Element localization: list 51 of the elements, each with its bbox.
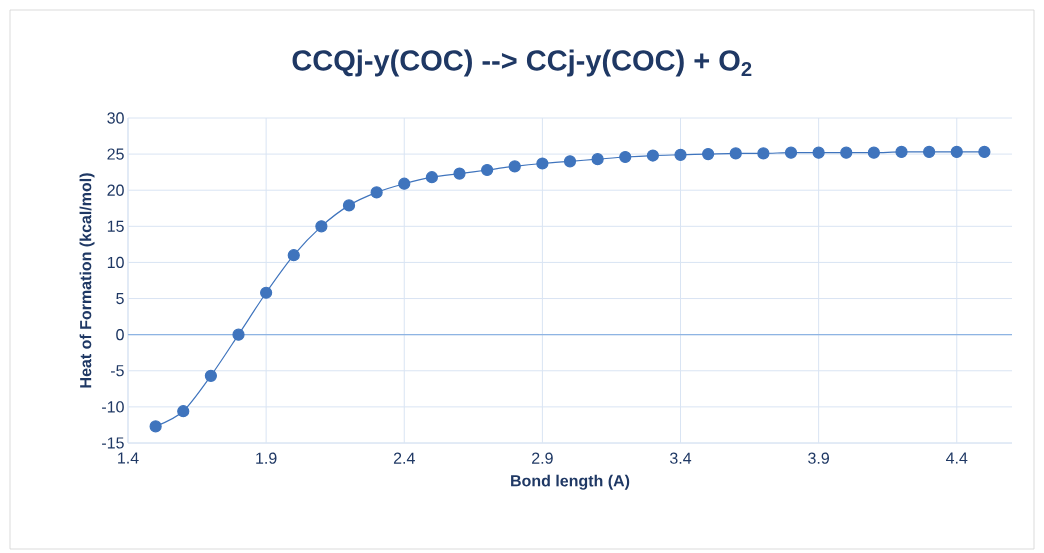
- x-tick-label: 1.4: [118, 452, 139, 464]
- point: [950, 145, 963, 159]
- point: [674, 148, 687, 161]
- point: [619, 150, 632, 164]
- point: [563, 155, 577, 168]
- point: [757, 147, 770, 160]
- point: [370, 186, 383, 199]
- y-tick-label: -10: [102, 401, 124, 413]
- point: [840, 146, 853, 159]
- x-axis-title: Bond length (A): [511, 474, 630, 490]
- point: [591, 153, 604, 166]
- point: [729, 147, 742, 160]
- y-tick-label: -5: [110, 365, 124, 377]
- x-tick-label: 3.9: [808, 452, 829, 464]
- point: [508, 160, 521, 173]
- point: [978, 145, 991, 159]
- point: [923, 145, 936, 159]
- point: [536, 157, 549, 170]
- y-tick-label: 5: [116, 292, 124, 305]
- point: [812, 146, 825, 159]
- x-tick-label: 1.9: [256, 452, 277, 464]
- point: [315, 220, 328, 233]
- y-tick-label: 20: [107, 184, 124, 196]
- chart-title: CCQj-y(COC) --> CCj-y(COC) + O$_{2}$: [292, 49, 752, 77]
- y-tick-label: 15: [107, 220, 124, 232]
- y-tick-label: 10: [107, 256, 124, 269]
- point: [398, 177, 411, 190]
- point: [784, 146, 798, 159]
- point: [287, 249, 300, 262]
- y-tick-label: 30: [107, 112, 124, 124]
- point: [149, 420, 162, 433]
- point: [425, 171, 438, 184]
- point: [481, 163, 494, 177]
- point: [177, 405, 190, 418]
- point: [204, 369, 217, 382]
- y-tick-label: 25: [107, 148, 124, 160]
- x-tick-label: 4.4: [945, 452, 968, 464]
- y-tick-label: -15: [102, 437, 124, 449]
- x-tick-label: 3.4: [670, 452, 692, 464]
- point: [867, 146, 880, 159]
- point: [895, 145, 908, 159]
- point: [232, 328, 245, 341]
- y-axis-title: Heat of Formation (kcal/mol): [79, 173, 95, 388]
- point: [260, 286, 273, 299]
- x-tick-label: 2.4: [393, 452, 415, 464]
- x-tick-label: 2.9: [532, 452, 553, 464]
- y-tick-label: 0: [116, 329, 124, 341]
- point: [342, 199, 356, 212]
- point: [702, 148, 715, 161]
- point: [453, 167, 466, 180]
- point: [646, 149, 659, 162]
